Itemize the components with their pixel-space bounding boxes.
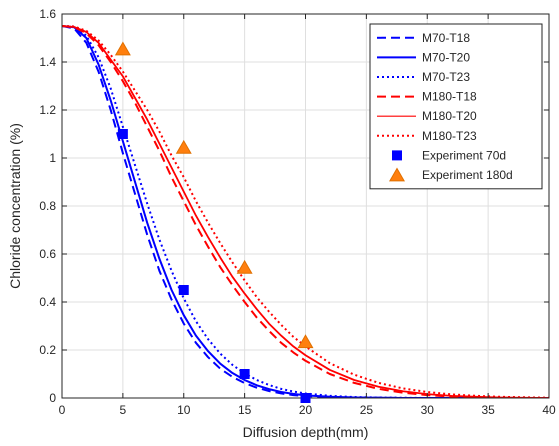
x-tick-label: 30 (421, 403, 435, 417)
x-axis-label: Diffusion depth(mm) (243, 424, 369, 440)
y-tick-label: 0.4 (39, 295, 56, 309)
legend-label: M180-T18 (422, 90, 477, 104)
legend-label: M70-T23 (422, 70, 470, 84)
series-line-m180-t23 (62, 25, 549, 398)
y-tick-label: 1.2 (39, 103, 56, 117)
marker-experiment-180d (236, 259, 253, 274)
x-tick-label: 10 (177, 403, 191, 417)
series-line-m70-t20 (62, 25, 549, 398)
legend-marker-experiment-180d (389, 167, 405, 182)
y-tick-label: 0.2 (39, 343, 56, 357)
x-tick-label: 0 (59, 403, 66, 417)
y-tick-label: 0.6 (39, 247, 56, 261)
marker-experiment-180d (114, 41, 131, 56)
marker-experiment-70d (300, 393, 311, 403)
x-tick-label: 5 (120, 403, 127, 417)
legend-label: M180-T20 (422, 109, 477, 123)
x-tick-label: 20 (299, 403, 313, 417)
tick-labels: 0 5 10 15 20 25 30 35 40 0 0.2 0.4 0.6 0.8 1 1.2 1.4 1.6 (39, 7, 556, 417)
y-tick-label: 1.4 (39, 55, 56, 69)
legend: M70-T18 M70-T20 M70-T23 M180-T18 M180-T20 M18… (369, 23, 543, 190)
legend-label: M70-T18 (422, 31, 470, 45)
y-axis-label: Chloride concentration (%) (7, 123, 23, 289)
legend-label: M180-T23 (422, 129, 477, 143)
series-line-m70-t18 (62, 25, 549, 398)
legend-label: M70-T20 (422, 50, 470, 64)
x-tick-label: 40 (542, 403, 556, 417)
marker-experiment-70d (178, 285, 189, 295)
x-tick-label: 25 (360, 403, 374, 417)
legend-label: Experiment 180d (422, 168, 513, 182)
legend-label: Experiment 70d (422, 148, 506, 162)
marker-experiment-180d (175, 139, 192, 154)
experiment-markers (114, 41, 314, 403)
legend-marker-experiment-70d (392, 150, 402, 161)
y-tick-label: 0 (49, 391, 56, 405)
y-tick-label: 1 (49, 151, 56, 165)
legend-box (369, 23, 543, 190)
y-tick-label: 0.8 (39, 199, 56, 213)
marker-experiment-70d (117, 129, 128, 139)
marker-experiment-180d (297, 334, 314, 349)
y-tick-label: 1.6 (39, 7, 56, 21)
x-tick-label: 35 (481, 403, 495, 417)
x-tick-label: 15 (238, 403, 252, 417)
marker-experiment-70d (239, 369, 250, 379)
